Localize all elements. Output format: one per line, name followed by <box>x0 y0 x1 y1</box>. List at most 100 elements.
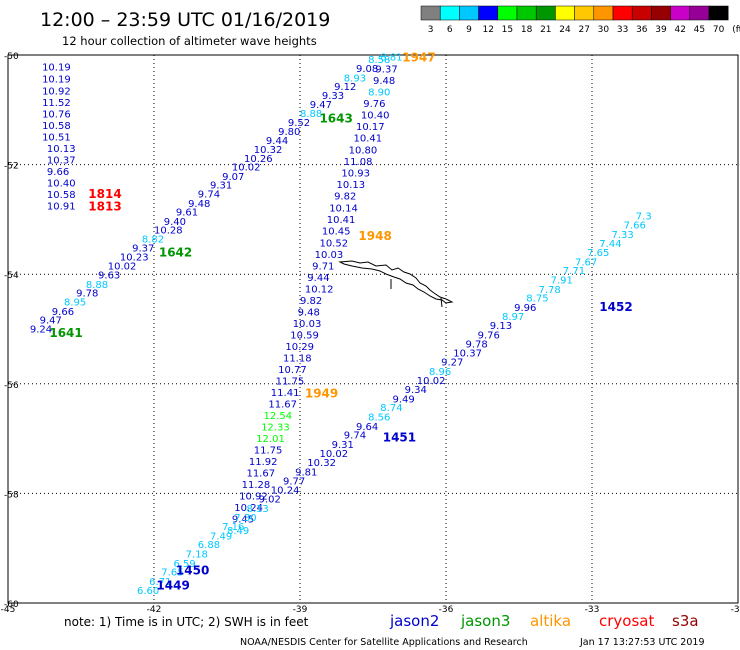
swh-value-label: 10.40 <box>361 111 390 122</box>
swh-value-label: 9.49 <box>392 394 414 405</box>
swh-value-label: 12.01 <box>256 434 285 445</box>
swh-value-label: 11.92 <box>249 457 278 468</box>
longitude-tick-label: -30 <box>731 605 740 615</box>
swh-value-label: 10.02 <box>319 449 348 460</box>
latitude-tick-label: -50 <box>4 52 19 62</box>
swh-value-label: 10.58 <box>42 121 71 132</box>
swh-value-label: 10.45 <box>322 227 351 238</box>
swh-value-label: 6.88 <box>198 540 220 551</box>
scale-swatch <box>516 5 537 21</box>
swh-value-label: 8.88 <box>86 280 108 291</box>
scale-swatch <box>574 5 595 21</box>
pass-time-label: 1449 <box>156 578 189 592</box>
swh-value-label: 10.02 <box>108 261 137 272</box>
swh-value-label: 8.49 <box>227 526 249 537</box>
swh-value-label: 10.80 <box>349 146 378 157</box>
latitude-tick-label: -58 <box>4 490 19 500</box>
swh-value-label: 7.16 <box>222 522 244 533</box>
latitude-tick-label: -52 <box>4 162 19 172</box>
swh-value-label: 9.74 <box>198 189 220 200</box>
swh-value-label: 10.02 <box>232 163 261 174</box>
swh-value-label: 10.03 <box>315 250 344 261</box>
scale-swatch <box>535 5 556 21</box>
pass-time-label: 1643 <box>319 111 352 125</box>
swh-value-label: 9.24 <box>30 324 52 335</box>
scale-tick-label: 36 <box>636 25 648 35</box>
scale-tick-label: 21 <box>540 25 551 35</box>
pass-time-label: 1814 <box>88 187 121 201</box>
swh-value-label: 7.3 <box>636 211 652 222</box>
pass-time-label: 1641 <box>49 326 82 340</box>
swh-value-label: 10.32 <box>254 145 283 156</box>
swh-value-label: 9.76 <box>363 99 385 110</box>
swh-value-label: 11.41 <box>271 388 300 399</box>
swh-value-label: 10.76 <box>42 109 71 120</box>
swh-value-label: 11.75 <box>254 445 283 456</box>
swh-value-label: 7.33 <box>611 230 633 241</box>
swh-value-label: 10.24 <box>234 503 263 514</box>
track-1: 10.1910.1910.9211.5210.7610.5810.5110.13… <box>42 62 122 213</box>
swh-value-label: 9.77 <box>283 477 305 488</box>
swh-value-label: 7.49 <box>210 531 232 542</box>
longitude-tick-label: -39 <box>293 605 308 615</box>
scale-tick-label: 70 <box>713 25 725 35</box>
scale-swatch <box>478 5 499 21</box>
scale-swatch <box>497 5 518 21</box>
swh-value-label: 6.60 <box>137 586 159 597</box>
swh-value-label: 11.75 <box>276 376 305 387</box>
scale-tick-label: 9 <box>466 25 472 35</box>
scale-tick-label: 27 <box>578 25 589 35</box>
scale-tick-label: 24 <box>559 25 571 35</box>
swh-value-label: 12.54 <box>264 411 293 422</box>
scale-tick-label: 12 <box>482 25 493 35</box>
scale-swatch <box>439 5 460 21</box>
swh-value-label: 9.61 <box>176 208 198 219</box>
scale-swatch <box>612 5 633 21</box>
swh-value-label: 9.31 <box>332 440 354 451</box>
swh-value-label: 9.13 <box>490 321 512 332</box>
pass-time-label: 1949 <box>305 387 338 401</box>
scale-tick-label: 39 <box>655 25 667 35</box>
pass-time-label: 1642 <box>159 246 192 260</box>
swh-value-label: 7.67 <box>575 257 597 268</box>
swh-value-label: 11.08 <box>344 157 373 168</box>
legend-s3a: s3a <box>672 612 699 630</box>
swh-value-label: 9.78 <box>465 340 487 351</box>
swh-value-label: 10.92 <box>42 86 71 97</box>
swh-value-label: 7.18 <box>186 550 208 561</box>
swh-value-label: 10.58 <box>47 190 76 201</box>
pass-time-label: 1450 <box>176 564 209 578</box>
swh-value-label: 10.19 <box>42 74 71 85</box>
swh-value-label: 9.33 <box>322 91 344 102</box>
scale-swatch <box>555 5 575 21</box>
swh-value-label: 10.13 <box>337 180 366 191</box>
swh-value-label: 8.81 <box>380 52 402 63</box>
swh-value-label: 10.91 <box>47 202 76 213</box>
pass-time-label: 1948 <box>358 229 391 243</box>
swh-value-label: 9.63 <box>98 271 120 282</box>
swh-value-label: 10.12 <box>305 284 334 295</box>
pass-time-label: 1451 <box>383 430 416 444</box>
swh-value-label: 10.29 <box>285 342 314 353</box>
swh-value-label: 10.92 <box>239 491 268 502</box>
footnote: note: 1) Time is in UTC; 2) SWH is in fe… <box>64 615 309 629</box>
pass-time-label: 1452 <box>599 300 632 314</box>
swh-value-label: 9.82 <box>334 192 356 203</box>
longitude-tick-label: -45 <box>1 605 16 615</box>
swh-value-label: 9.37 <box>375 65 397 76</box>
swh-value-label: 8.93 <box>344 73 366 84</box>
swh-value-label: 9.78 <box>76 289 98 300</box>
scale-swatch <box>670 5 691 21</box>
swh-value-label: 9.48 <box>298 307 320 318</box>
swh-value-label: 10.41 <box>327 215 356 226</box>
swh-value-label: 8.90 <box>368 88 390 99</box>
legend-cryosat: cryosat <box>599 612 654 630</box>
swh-value-label: 7.65 <box>587 248 609 259</box>
map-subtitle: 12 hour collection of altimeter wave hei… <box>62 34 317 48</box>
swh-value-label: 10.23 <box>120 253 149 264</box>
swh-value-label: 8.74 <box>380 403 402 414</box>
swh-value-label: 8.58 <box>368 55 390 66</box>
swh-value-label: 9.48 <box>373 76 395 87</box>
swh-value-label: 9.40 <box>164 217 186 228</box>
